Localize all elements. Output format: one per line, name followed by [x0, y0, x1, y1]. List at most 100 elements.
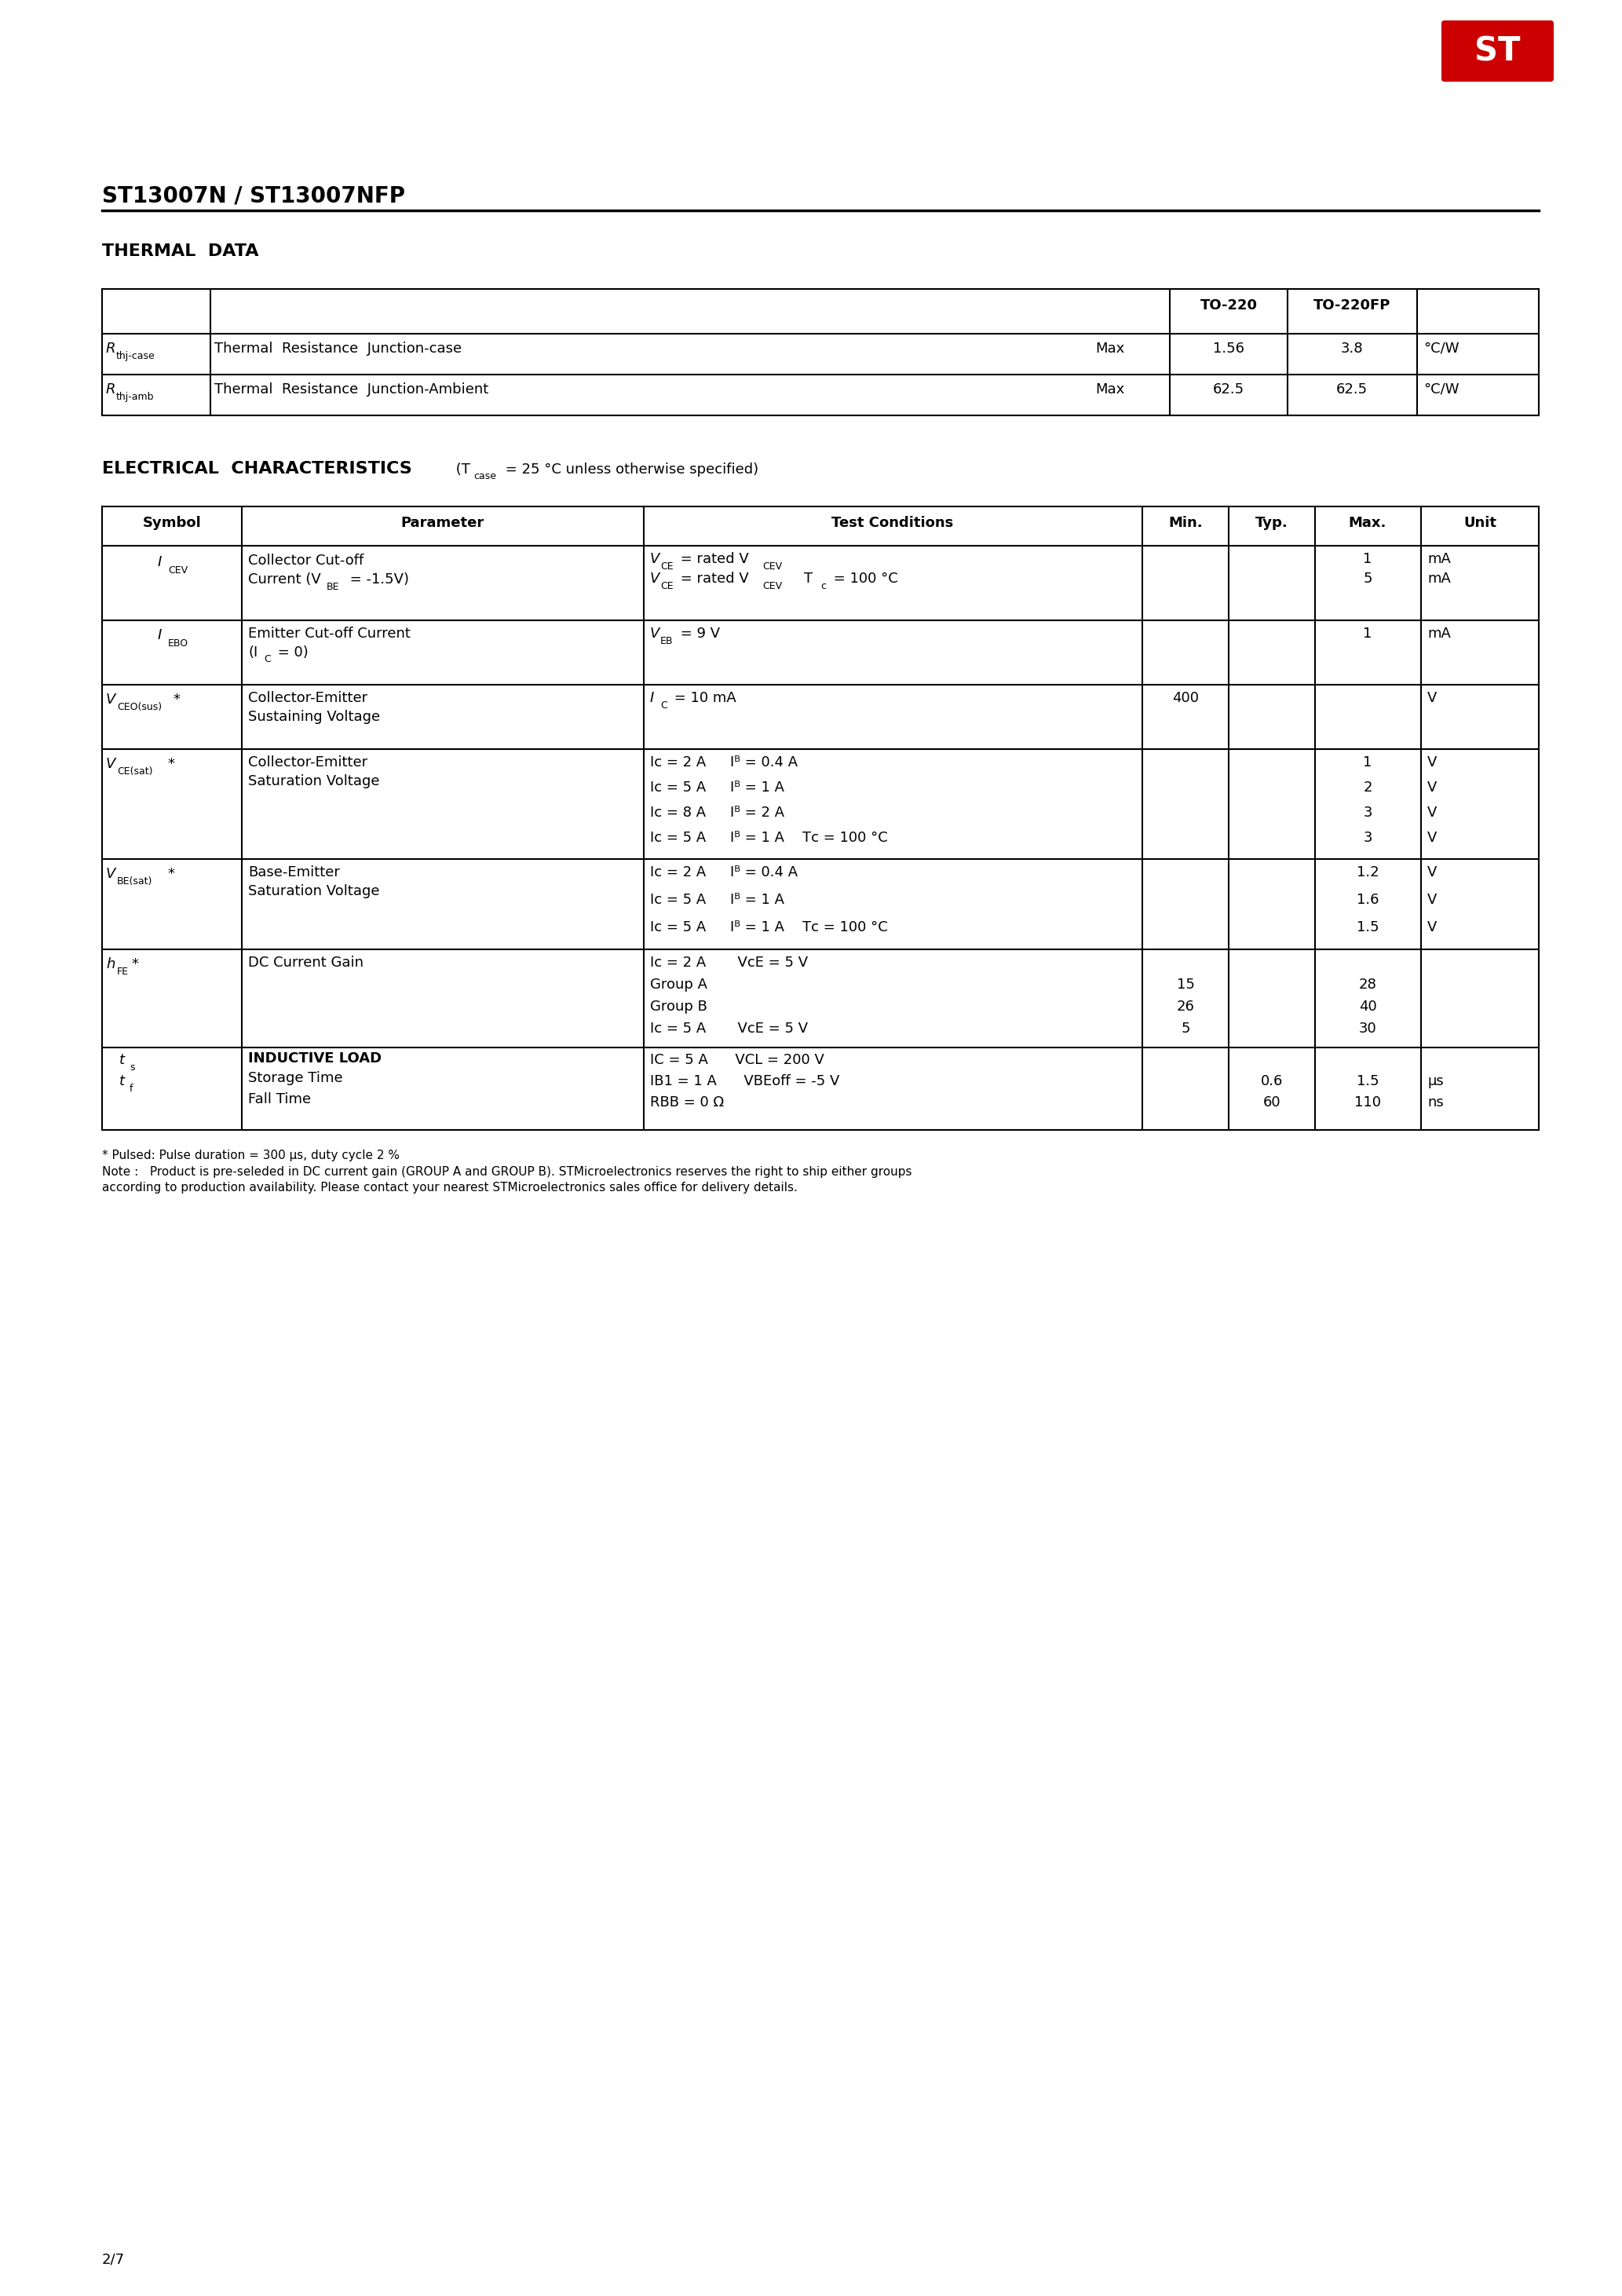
Text: V: V — [1427, 755, 1437, 769]
Text: = 10 mA: = 10 mA — [670, 691, 736, 705]
Text: Iᴮ = 2 A: Iᴮ = 2 A — [730, 806, 785, 820]
Text: FE: FE — [117, 967, 128, 976]
Text: Iᴄ = 5 A: Iᴄ = 5 A — [650, 921, 706, 934]
Text: Saturation Voltage: Saturation Voltage — [248, 774, 380, 788]
Text: THERMAL  DATA: THERMAL DATA — [102, 243, 258, 259]
Text: Symbol: Symbol — [143, 517, 201, 530]
Text: ELECTRICAL  CHARACTERISTICS: ELECTRICAL CHARACTERISTICS — [102, 461, 412, 478]
Text: V: V — [1427, 866, 1437, 879]
Text: V: V — [650, 551, 660, 567]
Text: V: V — [1427, 921, 1437, 934]
Text: C: C — [660, 700, 667, 712]
Text: INDUCTIVE LOAD: INDUCTIVE LOAD — [248, 1052, 381, 1065]
Text: 62.5: 62.5 — [1337, 383, 1367, 397]
Text: 26: 26 — [1176, 999, 1194, 1015]
Text: Max: Max — [1095, 383, 1124, 397]
Text: DC Current Gain: DC Current Gain — [248, 955, 363, 969]
FancyBboxPatch shape — [1442, 21, 1554, 83]
Text: ST: ST — [1474, 34, 1520, 67]
Text: EBO: EBO — [169, 638, 188, 647]
Text: Group A: Group A — [650, 978, 707, 992]
Text: V: V — [1427, 691, 1437, 705]
Text: Parameter: Parameter — [401, 517, 485, 530]
Text: V: V — [1427, 806, 1437, 820]
Text: I: I — [157, 556, 162, 569]
Text: 5: 5 — [1362, 572, 1372, 585]
Text: Note :   Product is pre-seleded in DC current gain (GROUP A and GROUP B). STMicr: Note : Product is pre-seleded in DC curr… — [102, 1166, 912, 1178]
Text: Group B: Group B — [650, 999, 707, 1015]
Text: 60: 60 — [1264, 1095, 1281, 1109]
Text: t: t — [120, 1054, 125, 1068]
Text: 1.2: 1.2 — [1356, 866, 1379, 879]
Text: V: V — [1427, 831, 1437, 845]
Text: 2/7: 2/7 — [102, 2252, 125, 2266]
Text: Saturation Voltage: Saturation Voltage — [248, 884, 380, 898]
Text: according to production availability. Please contact your nearest STMicroelectro: according to production availability. Pl… — [102, 1182, 798, 1194]
Text: Iᴮ = 1 A: Iᴮ = 1 A — [730, 893, 785, 907]
Text: ST13007N / ST13007NFP: ST13007N / ST13007NFP — [102, 184, 406, 207]
Text: Collector Cut-off: Collector Cut-off — [248, 553, 363, 567]
Text: Min.: Min. — [1168, 517, 1202, 530]
Text: Storage Time: Storage Time — [248, 1070, 342, 1086]
Text: IC = 5 A      VCL = 200 V: IC = 5 A VCL = 200 V — [650, 1054, 824, 1068]
Text: Iᴄ = 5 A: Iᴄ = 5 A — [650, 831, 706, 845]
Text: = -1.5V): = -1.5V) — [345, 572, 409, 585]
Text: C: C — [264, 654, 271, 664]
Text: Iᴄ = 2 A       VᴄE = 5 V: Iᴄ = 2 A VᴄE = 5 V — [650, 955, 808, 969]
Text: 1.56: 1.56 — [1213, 342, 1244, 356]
Text: V: V — [1427, 781, 1437, 794]
Text: Iᴄ = 5 A: Iᴄ = 5 A — [650, 893, 706, 907]
Text: °C/W: °C/W — [1424, 383, 1460, 397]
Text: V: V — [105, 693, 115, 707]
Text: *: * — [172, 693, 180, 707]
Text: RBB = 0 Ω: RBB = 0 Ω — [650, 1095, 723, 1109]
Text: Iᴄ = 8 A: Iᴄ = 8 A — [650, 806, 706, 820]
Text: 1.5: 1.5 — [1356, 921, 1379, 934]
Text: Iᴄ = 2 A: Iᴄ = 2 A — [650, 755, 706, 769]
Text: V: V — [650, 572, 660, 585]
Text: 28: 28 — [1359, 978, 1377, 992]
Text: f: f — [130, 1084, 133, 1093]
Text: BE: BE — [326, 581, 339, 592]
Text: *: * — [131, 957, 138, 971]
Text: R: R — [105, 342, 115, 356]
Text: = 100 °C: = 100 °C — [829, 572, 899, 585]
Text: 0.6: 0.6 — [1260, 1075, 1283, 1088]
Text: thj-case: thj-case — [117, 351, 156, 360]
Text: V: V — [1427, 893, 1437, 907]
Text: R: R — [105, 383, 115, 397]
Text: Test Conditions: Test Conditions — [832, 517, 954, 530]
Text: case: case — [474, 471, 496, 482]
Text: 15: 15 — [1176, 978, 1194, 992]
Text: EB: EB — [660, 636, 673, 645]
Text: (T: (T — [451, 461, 470, 478]
Text: TO-220: TO-220 — [1200, 298, 1257, 312]
Text: mA: mA — [1427, 627, 1450, 641]
Text: Iᴄ = 5 A: Iᴄ = 5 A — [650, 781, 706, 794]
Text: c: c — [821, 581, 826, 592]
Text: 40: 40 — [1359, 999, 1377, 1015]
Text: 3: 3 — [1362, 806, 1372, 820]
Text: 1.6: 1.6 — [1356, 893, 1379, 907]
Text: 400: 400 — [1173, 691, 1199, 705]
Text: Iᴮ = 0.4 A: Iᴮ = 0.4 A — [730, 755, 798, 769]
Text: 1: 1 — [1362, 551, 1372, 567]
Text: CE: CE — [660, 581, 673, 592]
Text: CEO(sus): CEO(sus) — [117, 703, 162, 712]
Text: mA: mA — [1427, 551, 1450, 567]
Text: Iᴮ = 0.4 A: Iᴮ = 0.4 A — [730, 866, 798, 879]
Text: s: s — [130, 1063, 135, 1072]
Text: μs: μs — [1427, 1075, 1444, 1088]
Text: = rated V: = rated V — [676, 551, 749, 567]
Text: 5: 5 — [1181, 1022, 1191, 1035]
Text: 30: 30 — [1359, 1022, 1377, 1035]
Text: Sustaining Voltage: Sustaining Voltage — [248, 709, 380, 723]
Text: I: I — [157, 629, 162, 643]
Text: * Pulsed: Pulse duration = 300 μs, duty cycle 2 %: * Pulsed: Pulse duration = 300 μs, duty … — [102, 1150, 399, 1162]
Text: 3.8: 3.8 — [1341, 342, 1362, 356]
Text: Iᴮ = 1 A    Tᴄ = 100 °C: Iᴮ = 1 A Tᴄ = 100 °C — [730, 921, 887, 934]
Text: Max: Max — [1095, 342, 1124, 356]
Text: t: t — [120, 1075, 125, 1088]
Text: Collector-Emitter: Collector-Emitter — [248, 691, 368, 705]
Text: 1: 1 — [1362, 627, 1372, 641]
